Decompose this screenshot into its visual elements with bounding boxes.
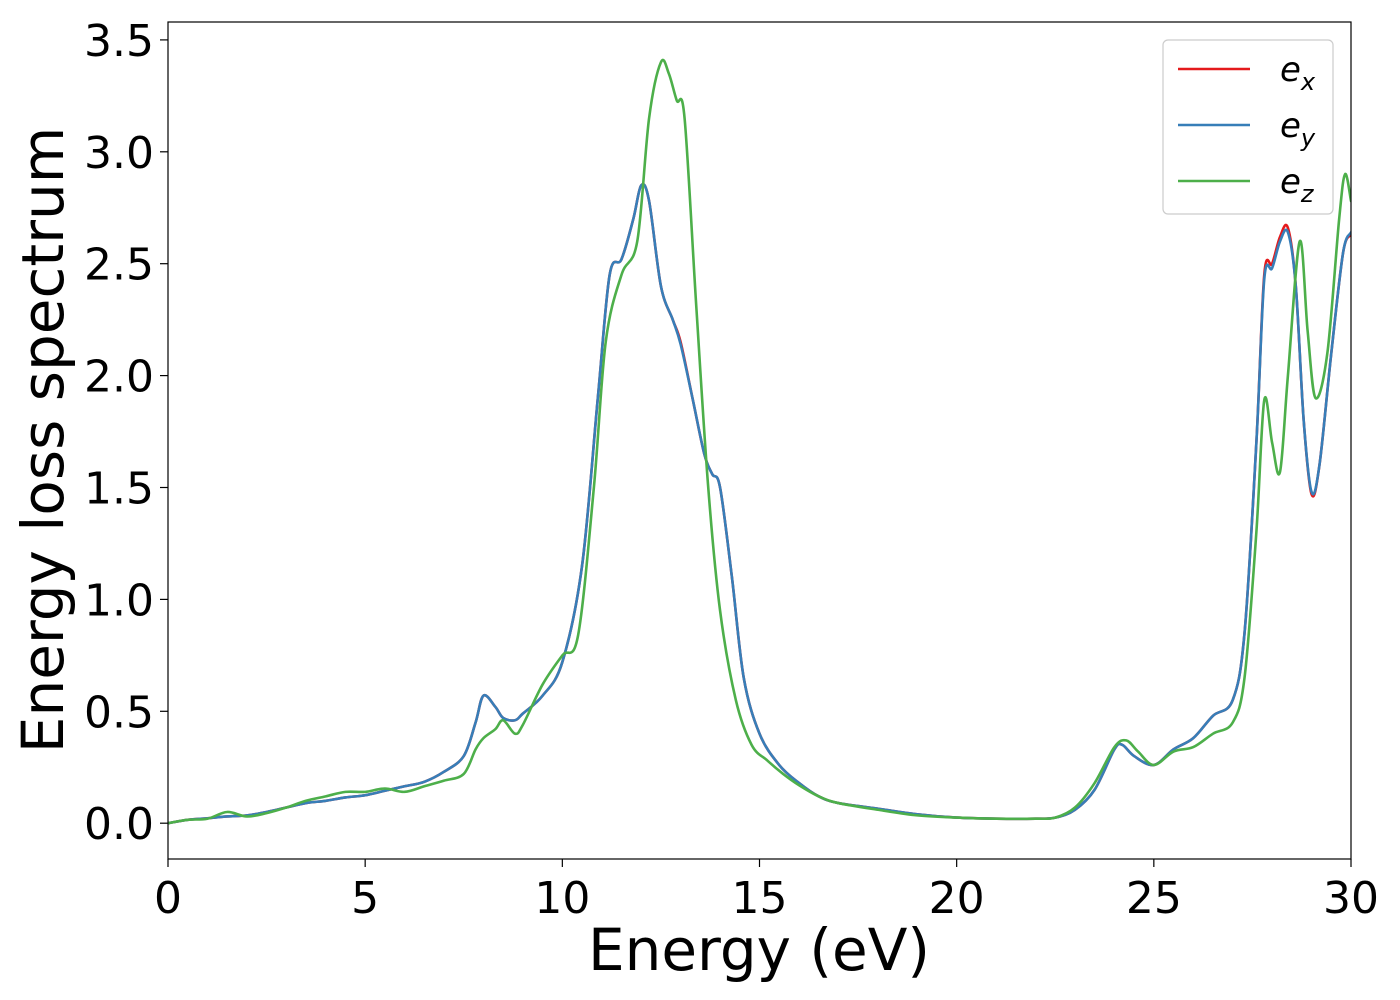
x-tick-label: 10 (534, 873, 590, 924)
series-line-z (168, 58, 1351, 825)
y-tick-label: 2.0 (84, 352, 154, 403)
x-tick-label: 5 (351, 873, 379, 924)
series-line-x (168, 182, 1351, 825)
y-tick-label: 0.0 (84, 799, 154, 850)
y-tick-label: 0.5 (84, 687, 154, 738)
y-tick-label: 3.5 (84, 16, 154, 67)
y-tick-label: 1.5 (84, 463, 154, 514)
x-tick-label: 30 (1323, 873, 1379, 924)
x-tick-label: 25 (1126, 873, 1182, 924)
x-axis-ticks: 0 5 10 15 20 25 30 (154, 859, 1379, 924)
legend-label-y: ey (1280, 106, 1316, 152)
x-tick-label: 20 (929, 873, 985, 924)
y-axis-title: Energy loss spectrum (9, 127, 77, 753)
x-axis-title: Energy (eV) (588, 916, 930, 984)
x-tick-label: 15 (732, 873, 788, 924)
series-line-y (168, 182, 1351, 825)
y-tick-label: 3.0 (84, 128, 154, 179)
y-axis-ticks: 0.0 0.5 1.0 1.5 2.0 2.5 3.0 3.5 (84, 16, 168, 850)
y-tick-label: 2.5 (84, 240, 154, 291)
plot-area (168, 58, 1351, 825)
legend-frame (1162, 39, 1334, 215)
x-tick-label: 0 (154, 873, 182, 924)
y-tick-label: 1.0 (84, 575, 154, 626)
